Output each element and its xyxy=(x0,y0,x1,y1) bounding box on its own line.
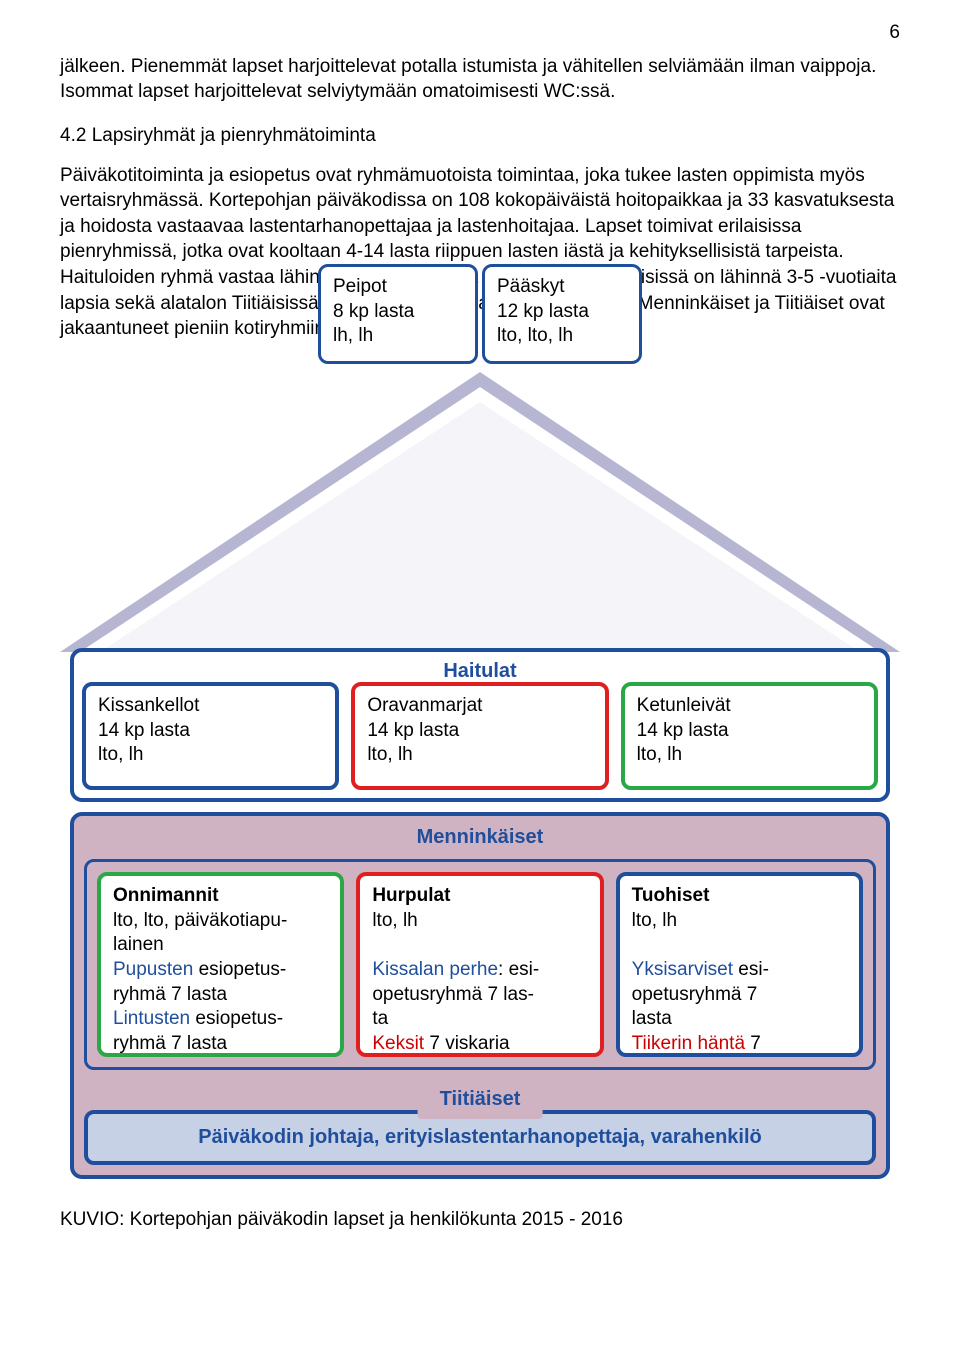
card-title: Kissankellot xyxy=(98,694,323,719)
card-body: lto, lhKissalan perhe: esi-opetusryhmä 7… xyxy=(372,909,587,1057)
figure-caption: KUVIO: Kortepohjan päiväkodin lapset ja … xyxy=(60,1207,900,1233)
card-line: 14 kp lasta xyxy=(98,719,323,744)
card-line: 14 kp lasta xyxy=(637,719,862,744)
group-card: Kissankellot14 kp lastalto, lh xyxy=(82,682,339,790)
house-diagram: Peipot 8 kp lasta lh, lh Pääskyt 12 kp l… xyxy=(60,372,900,1179)
group-card: Oravanmarjat14 kp lastalto, lh xyxy=(351,682,608,790)
section-heading: 4.2 Lapsiryhmät ja pienryhmätoiminta xyxy=(60,123,900,149)
card-line: lto, lto, lh xyxy=(497,324,627,349)
card-line: 8 kp lasta xyxy=(333,300,463,325)
card-line: 12 kp lasta xyxy=(497,300,627,325)
card-title: Onnimannit xyxy=(113,884,328,909)
attic-card-paaskyt: Pääskyt 12 kp lasta lto, lto, lh xyxy=(482,264,642,364)
card-title: Tuohiset xyxy=(632,884,847,909)
card-title: Oravanmarjat xyxy=(367,694,592,719)
card-title: Ketunleivät xyxy=(637,694,862,719)
menninkaiset-floor: Menninkäiset Onnimannitlto, lto, päiväko… xyxy=(70,812,890,1179)
menninkaiset-label: Menninkäiset xyxy=(84,824,876,851)
card-line: lh, lh xyxy=(333,324,463,349)
roof-shape: Peipot 8 kp lasta lh, lh Pääskyt 12 kp l… xyxy=(60,372,900,652)
card-title: Hurpulat xyxy=(372,884,587,909)
card-body: lto, lhYksisarviset esi-opetusryhmä 7las… xyxy=(632,909,847,1057)
haitulat-label: Haitulat xyxy=(82,658,878,682)
card-line: 14 kp lasta xyxy=(367,719,592,744)
attic-card-peipot: Peipot 8 kp lasta lh, lh xyxy=(318,264,478,364)
card-body: lto, lto, päiväkotiapu-lainenPupusten es… xyxy=(113,909,328,1057)
card-line: lto, lh xyxy=(367,743,592,768)
intro-paragraph: jälkeen. Pienemmät lapset harjoittelevat… xyxy=(60,54,900,105)
group-card: Onnimannitlto, lto, päiväkotiapu-lainenP… xyxy=(97,872,344,1057)
group-card: Tuohisetlto, lhYksisarviset esi-opetusry… xyxy=(616,872,863,1057)
tiitiaiset-label: Tiitiäiset xyxy=(418,1080,543,1119)
card-title: Peipot xyxy=(333,275,463,300)
attic-row: Peipot 8 kp lasta lh, lh Pääskyt 12 kp l… xyxy=(318,264,642,364)
mid-row: Kissankellot14 kp lastalto, lhOravanmarj… xyxy=(82,682,878,790)
group-card: Ketunleivät14 kp lastalto, lh xyxy=(621,682,878,790)
haitulat-floor: Haitulat Kissankellot14 kp lastalto, lhO… xyxy=(70,648,890,802)
card-title: Pääskyt xyxy=(497,275,627,300)
page-number: 6 xyxy=(60,20,900,46)
card-line: lto, lh xyxy=(637,743,862,768)
bottom-row: Onnimannitlto, lto, päiväkotiapu-lainenP… xyxy=(97,872,863,1057)
card-line: lto, lh xyxy=(98,743,323,768)
group-card: Hurpulatlto, lhKissalan perhe: esi-opetu… xyxy=(356,872,603,1057)
